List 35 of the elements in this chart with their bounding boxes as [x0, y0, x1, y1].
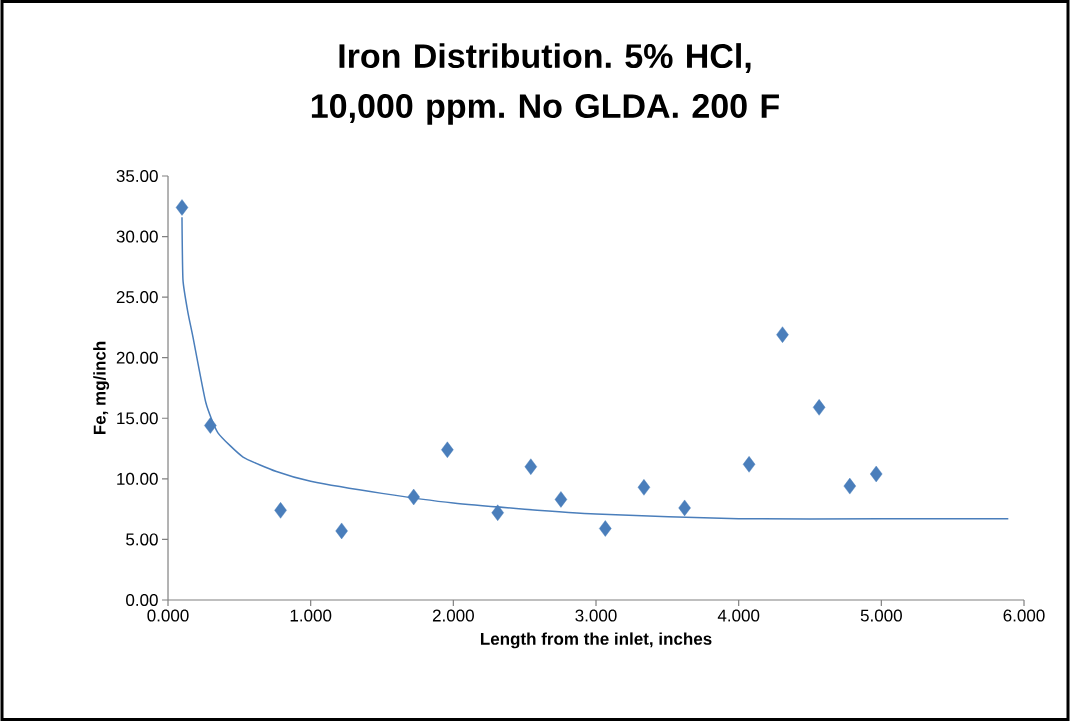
x-tick-label: 4.000 [717, 609, 760, 622]
point [843, 477, 857, 495]
point [407, 488, 420, 506]
y-tick-label: 15.00 [117, 412, 158, 425]
point [599, 520, 612, 537]
y-tick-label: 10.00 [117, 472, 158, 485]
y-axis-title: Fe, mg/inch [93, 341, 110, 435]
point [441, 441, 454, 458]
x-tick-label: 3.000 [575, 609, 617, 622]
y-tick-label: 5.00 [126, 533, 158, 546]
point [274, 502, 287, 519]
chart-title: Iron Distribution. 5% HCl, 10,000 ppm. No GLDA. 200 F [311, 43, 779, 125]
point [742, 456, 756, 473]
point [175, 199, 189, 216]
y-tick-label: 30.00 [116, 230, 158, 243]
x-tick-label: 5.000 [860, 609, 902, 622]
point [204, 417, 217, 434]
y-tick-label: 25.00 [116, 291, 158, 304]
point [524, 458, 538, 475]
x-tick-label: 6.000 [1003, 609, 1045, 622]
x-tick-label: 0.000 [147, 609, 189, 622]
point [812, 399, 826, 416]
point [554, 491, 568, 508]
x-tick-label: 1.000 [290, 609, 332, 622]
point [637, 479, 651, 496]
point [678, 499, 691, 517]
point [776, 326, 789, 343]
point [491, 504, 504, 521]
y-tick-label: 35.00 [116, 169, 158, 183]
point [870, 465, 883, 483]
x-tick-label: 2.000 [432, 609, 474, 622]
point [335, 522, 348, 540]
x-axis-title: Length from the inlet, inches [480, 632, 712, 649]
y-tick-label: 20.00 [116, 351, 158, 364]
y-tick-label: 0.00 [126, 593, 158, 607]
